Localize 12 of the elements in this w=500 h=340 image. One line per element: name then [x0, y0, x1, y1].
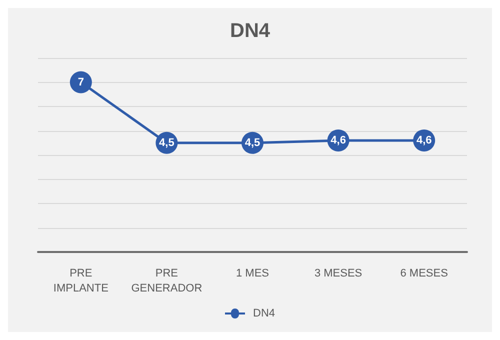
x-tick-label: 6 MESES — [400, 268, 448, 280]
x-tick-label: PRE GENERADOR — [131, 268, 202, 294]
data-label: 7 — [78, 76, 84, 88]
data-label: 4,5 — [244, 136, 260, 149]
data-label: 4,6 — [330, 134, 346, 146]
data-label: 4,5 — [159, 136, 174, 149]
x-tick-label: PRE IMPLANTE — [53, 268, 108, 294]
data-label: 4,6 — [416, 134, 432, 146]
legend-label: DN4 — [252, 308, 276, 320]
x-tick-label: 3 MESES — [314, 268, 362, 280]
x-tick-label: 1 MES — [236, 268, 270, 280]
chart-title: DN4 — [230, 20, 271, 42]
